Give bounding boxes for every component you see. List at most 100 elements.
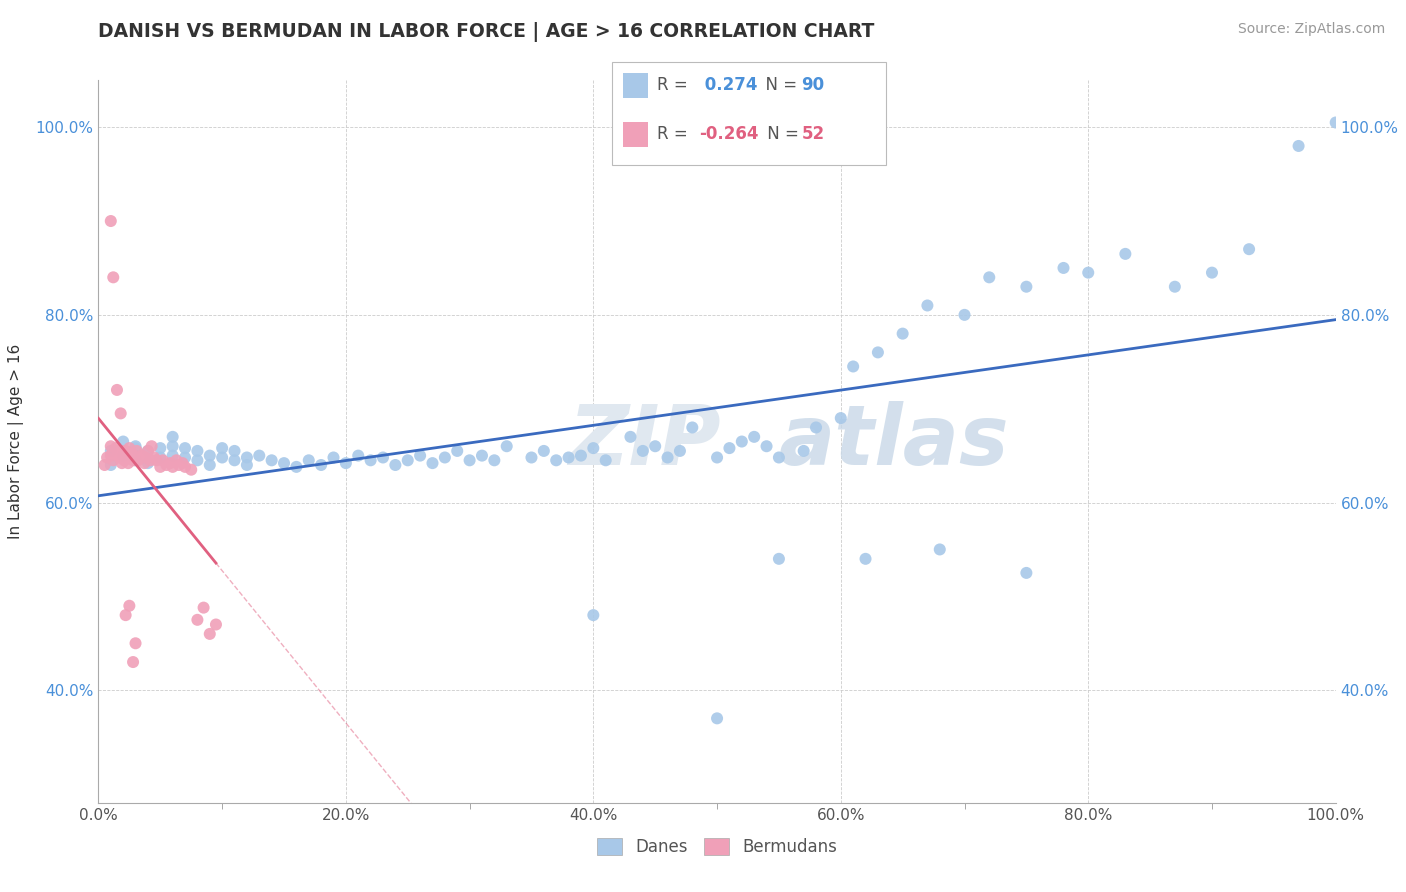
Point	[100, 458, 122, 472]
Point	[322, 450, 344, 465]
Point	[830, 411, 852, 425]
Text: N =: N =	[755, 76, 803, 94]
Point	[108, 450, 131, 465]
Point	[273, 456, 295, 470]
Point	[112, 449, 135, 463]
Point	[793, 444, 815, 458]
Point	[224, 453, 246, 467]
Point	[136, 456, 159, 470]
Text: atlas: atlas	[779, 401, 1010, 482]
Point	[644, 439, 666, 453]
Point	[855, 551, 877, 566]
Point	[114, 444, 136, 458]
Point	[186, 444, 208, 458]
Point	[186, 613, 208, 627]
Point	[298, 453, 321, 467]
Point	[100, 439, 122, 453]
Point	[105, 383, 128, 397]
Point	[122, 453, 145, 467]
Point	[131, 449, 153, 463]
Text: Source: ZipAtlas.com: Source: ZipAtlas.com	[1237, 22, 1385, 37]
Point	[124, 439, 146, 453]
Point	[162, 439, 184, 453]
Point	[124, 636, 146, 650]
Point	[422, 456, 444, 470]
Point	[149, 441, 172, 455]
Point	[100, 444, 122, 458]
Point	[1288, 139, 1310, 153]
Point	[384, 458, 406, 472]
Point	[121, 447, 143, 461]
Point	[1201, 266, 1223, 280]
Point	[533, 444, 555, 458]
Point	[755, 439, 778, 453]
Point	[979, 270, 1001, 285]
Point	[1237, 242, 1260, 256]
Text: 52: 52	[801, 125, 824, 143]
Point	[371, 450, 394, 465]
Point	[211, 450, 233, 465]
Point	[145, 453, 167, 467]
Point	[891, 326, 914, 341]
Point	[198, 627, 221, 641]
Point	[471, 449, 494, 463]
Point	[495, 439, 517, 453]
Point	[953, 308, 976, 322]
Point	[1015, 279, 1038, 293]
Point	[122, 655, 145, 669]
Point	[396, 453, 419, 467]
Point	[149, 450, 172, 465]
Point	[96, 450, 118, 465]
Point	[162, 430, 184, 444]
Point	[129, 450, 152, 465]
Point	[112, 434, 135, 449]
Legend: Danes, Bermudans: Danes, Bermudans	[591, 831, 844, 863]
Point	[768, 450, 790, 465]
Point	[152, 453, 174, 467]
Point	[582, 441, 605, 455]
Point	[143, 450, 166, 465]
Point	[484, 453, 506, 467]
Point	[167, 458, 190, 472]
Point	[105, 444, 128, 458]
Point	[1164, 279, 1187, 293]
Point	[917, 298, 939, 312]
Point	[117, 456, 139, 470]
Point	[804, 420, 827, 434]
Point	[409, 449, 432, 463]
Point	[619, 430, 641, 444]
Point	[118, 441, 141, 455]
Point	[1015, 566, 1038, 580]
Point	[842, 359, 865, 374]
Point	[125, 444, 148, 458]
Point	[136, 444, 159, 458]
Text: ZIP: ZIP	[568, 401, 721, 482]
Point	[520, 450, 543, 465]
Point	[1324, 115, 1347, 129]
Point	[458, 453, 481, 467]
Point	[103, 270, 125, 285]
Point	[631, 444, 654, 458]
Point	[595, 453, 617, 467]
Point	[205, 617, 228, 632]
Point	[100, 214, 122, 228]
Point	[1077, 266, 1099, 280]
Point	[657, 450, 679, 465]
Point	[706, 711, 728, 725]
Point	[224, 444, 246, 458]
Point	[127, 453, 149, 467]
Point	[134, 450, 156, 465]
Point	[162, 449, 184, 463]
Point	[198, 449, 221, 463]
Point	[236, 458, 259, 472]
Point	[335, 456, 357, 470]
Point	[141, 439, 163, 453]
Point	[174, 459, 197, 474]
Point	[139, 453, 162, 467]
Text: 0.274: 0.274	[699, 76, 758, 94]
Point	[433, 450, 456, 465]
Text: DANISH VS BERMUDAN IN LABOR FORCE | AGE > 16 CORRELATION CHART: DANISH VS BERMUDAN IN LABOR FORCE | AGE …	[98, 22, 875, 42]
Point	[111, 456, 134, 470]
Point	[180, 463, 202, 477]
Point	[186, 453, 208, 467]
